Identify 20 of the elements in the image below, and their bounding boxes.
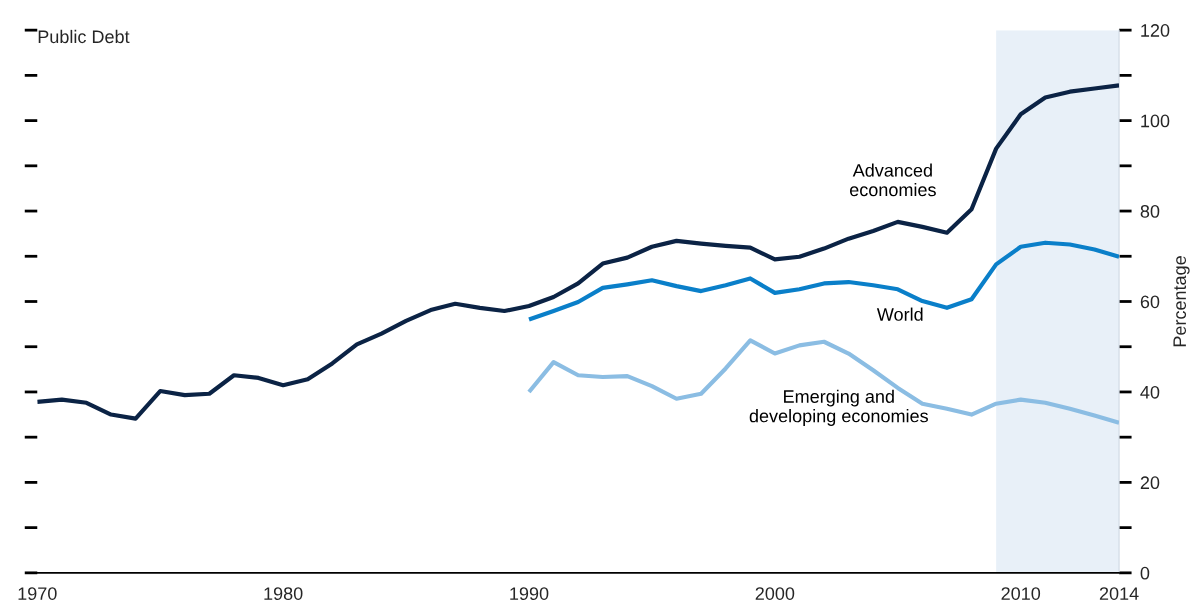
y-tick-label: 80 [1140, 204, 1160, 218]
y-tick-label: 20 [1140, 476, 1160, 490]
x-tick-label: 2014 [1099, 587, 1139, 600]
x-tick-label: 1990 [510, 587, 549, 600]
x-tick-label: 1970 [18, 587, 57, 600]
x-tick-label: 1980 [264, 587, 303, 600]
y-tick-label: 100 [1141, 114, 1170, 128]
y-tick-label: 120 [1141, 24, 1170, 37]
x-tick-label: 2000 [755, 587, 795, 600]
y-tick-label: 60 [1140, 295, 1160, 309]
line-series [526, 338, 1120, 425]
y-tick-label: 40 [1140, 385, 1160, 399]
y-axis-title: Percentage [1173, 256, 1190, 347]
series-label: World [876, 307, 923, 321]
chart-title: Public Debt [38, 29, 130, 44]
series-label: Emerging and developing economies [749, 389, 928, 426]
y-tick-label: 0 [1140, 566, 1150, 580]
x-tick-label: 2010 [1001, 587, 1041, 600]
series-label: Advanced economies [849, 163, 936, 197]
line-series [526, 240, 1120, 322]
